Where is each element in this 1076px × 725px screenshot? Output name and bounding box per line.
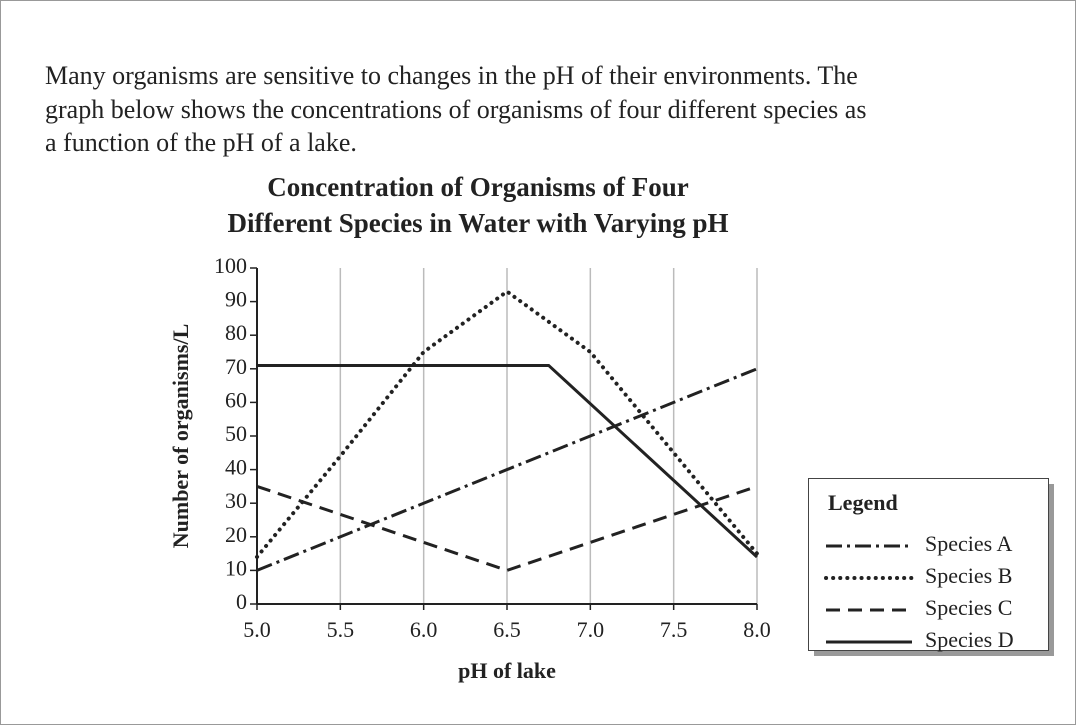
y-tick-label: 10 xyxy=(225,555,247,580)
legend-label: Species D xyxy=(925,627,1014,652)
x-tick-label: 6.0 xyxy=(410,617,438,642)
x-axis-label: pH of lake xyxy=(458,658,556,683)
intro-line: graph below shows the concentrations of … xyxy=(45,95,866,124)
y-tick-label: 70 xyxy=(225,354,247,379)
legend-label: Species B xyxy=(925,563,1012,588)
y-tick-label: 100 xyxy=(214,253,247,278)
legend-label: Species C xyxy=(925,595,1012,620)
y-tick-label: 20 xyxy=(225,522,247,547)
legend-label: Species A xyxy=(925,531,1012,556)
series-line xyxy=(256,367,758,572)
legend-box xyxy=(808,478,1049,651)
x-tick-label: 5.5 xyxy=(327,617,355,642)
y-tick-label: 90 xyxy=(225,287,247,312)
x-tick-label: 8.0 xyxy=(743,617,771,642)
intro-line: a function of the pH of a lake. xyxy=(45,128,357,157)
legend-title: Legend xyxy=(828,490,898,515)
y-tick-label: 30 xyxy=(225,488,247,513)
x-tick-label: 6.5 xyxy=(493,617,521,642)
chart-title: Different Species in Water with Varying … xyxy=(227,208,728,238)
y-axis-label: Number of organisms/L xyxy=(168,324,193,549)
x-tick-label: 7.0 xyxy=(577,617,605,642)
series-line xyxy=(257,363,759,559)
y-tick-label: 0 xyxy=(236,589,247,614)
y-tick-label: 40 xyxy=(225,455,247,480)
intro-line: Many organisms are sensitive to changes … xyxy=(45,61,858,90)
x-tick-label: 7.5 xyxy=(660,617,688,642)
x-tick-label: 5.0 xyxy=(243,617,271,642)
y-tick-label: 50 xyxy=(225,421,247,446)
y-tick-label: 60 xyxy=(225,387,247,412)
y-tick-label: 80 xyxy=(225,320,247,345)
chart-title: Concentration of Organisms of Four xyxy=(267,172,688,202)
